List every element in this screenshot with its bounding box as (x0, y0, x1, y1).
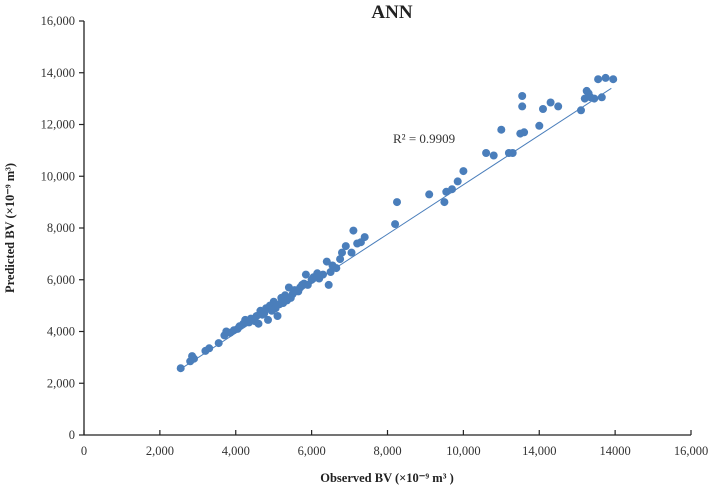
data-point (448, 185, 456, 194)
data-point (518, 102, 527, 111)
data-point (440, 198, 449, 207)
data-point (535, 121, 544, 130)
x-tick-label: 14,000 (522, 444, 556, 458)
data-point (453, 177, 462, 186)
x-tick-label: 2,000 (146, 444, 174, 458)
data-point (360, 233, 369, 242)
data-point (594, 75, 603, 84)
data-point (324, 280, 333, 289)
data-point (301, 270, 310, 279)
x-tick-label: 0 (81, 444, 87, 458)
data-point (459, 167, 468, 176)
y-axis-title: Predicted BV (×10⁻⁹ m³) (3, 163, 17, 293)
data-point (425, 190, 434, 199)
data-point (554, 102, 563, 111)
data-point (349, 226, 358, 235)
x-tick-label: 10,000 (446, 444, 480, 458)
data-point (577, 106, 585, 115)
data-point (319, 270, 327, 279)
data-point (205, 344, 214, 353)
data-point (518, 92, 527, 100)
data-point (214, 339, 223, 348)
data-point (332, 264, 341, 273)
data-point (539, 105, 547, 113)
x-tick-label: 16,000 (674, 444, 708, 458)
data-point (338, 248, 346, 257)
y-tick-label: 14,000 (41, 66, 75, 80)
data-point (347, 248, 356, 257)
y-tick-label: 12,000 (41, 118, 75, 132)
data-point (254, 319, 263, 328)
data-point (341, 242, 350, 251)
data-point (336, 255, 345, 264)
x-axis-ticks: 0 2,000 4,000 6,000 8,000 10,000 14,000 14000 16… (81, 430, 708, 458)
x-tick-label: 4,000 (222, 444, 250, 458)
axes (83, 21, 691, 436)
data-point (391, 220, 400, 229)
data-point (489, 151, 498, 160)
data-point (322, 257, 331, 266)
y-tick-label: 10,000 (41, 169, 75, 183)
data-point (190, 354, 198, 363)
x-tick-label: 6,000 (298, 444, 326, 458)
data-point (520, 128, 529, 137)
data-point (546, 98, 555, 107)
data-point (176, 364, 185, 373)
y-tick-label: 4,000 (47, 325, 75, 339)
data-point (264, 315, 272, 324)
data-point (597, 93, 606, 102)
y-tick-label: 2,000 (47, 376, 75, 390)
chart-title: ANN (371, 2, 413, 23)
x-tick-label: 14000 (600, 444, 631, 458)
x-tick-label: 8,000 (373, 444, 401, 458)
data-point (393, 198, 401, 207)
x-axis-title: Observed BV (×10⁻⁹ m³ ) (320, 471, 453, 485)
data-point (326, 268, 335, 276)
y-tick-label: 8,000 (47, 221, 75, 235)
r-squared-annotation: R² = 0.9909 (393, 131, 455, 146)
data-points (176, 73, 618, 373)
data-point (497, 125, 506, 134)
y-tick-label: 16,000 (41, 14, 75, 28)
y-axis-ticks: 0 2,000 4,000 6,000 8,000 10,000 12,000 14,000 1… (41, 14, 84, 442)
y-tick-label: 0 (69, 428, 75, 442)
data-point (601, 73, 610, 82)
data-point (609, 75, 618, 84)
y-tick-label: 6,000 (47, 273, 75, 287)
data-point (508, 149, 517, 157)
data-point (273, 312, 282, 320)
data-point (482, 149, 491, 157)
data-point (590, 94, 599, 103)
